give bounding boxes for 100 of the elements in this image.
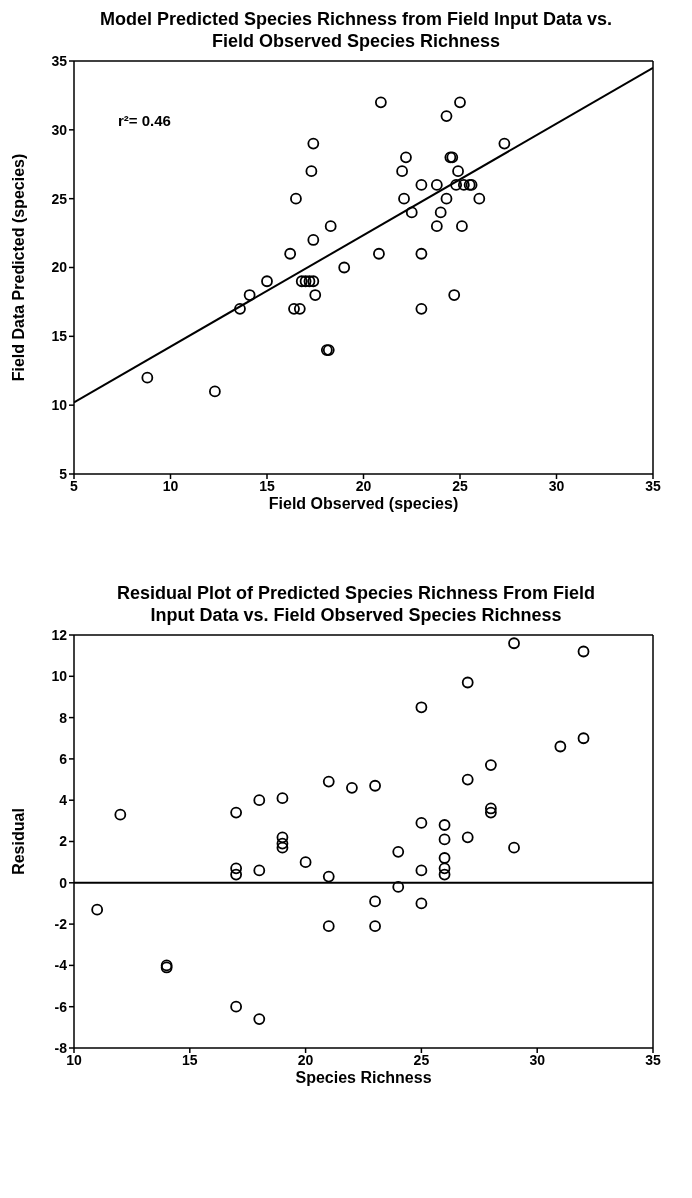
- point: [322, 870, 335, 883]
- point: [299, 856, 312, 869]
- annotation: r²= 0.46: [118, 112, 171, 129]
- point: [141, 371, 154, 384]
- x-tick-label: 5: [70, 477, 79, 494]
- point: [91, 903, 104, 916]
- point: [299, 275, 312, 288]
- point: [307, 137, 320, 150]
- point: [440, 192, 453, 205]
- point: [456, 220, 468, 233]
- point: [508, 637, 520, 650]
- point: [438, 852, 451, 864]
- point: [230, 806, 243, 819]
- point: [415, 302, 428, 315]
- y-axis-title: Field Data Predicted (species): [9, 153, 27, 382]
- point: [369, 895, 381, 908]
- point: [434, 206, 447, 219]
- x-tick-label: 25: [413, 1051, 430, 1068]
- point: [230, 862, 243, 875]
- point: [369, 920, 381, 933]
- point: [276, 841, 289, 854]
- y-tick-label: 15: [51, 328, 68, 345]
- x-tick-label: 10: [162, 477, 179, 494]
- point: [295, 275, 308, 288]
- x-axis-title: Field Observed (species): [268, 495, 459, 513]
- point: [303, 275, 316, 288]
- point: [392, 881, 405, 893]
- point: [454, 96, 466, 109]
- chart-title: Model Predicted Species Richness from Field Input Data vs. Field Observed Species Richness: [98, 8, 614, 52]
- point: [373, 247, 385, 260]
- point: [438, 833, 451, 846]
- point: [396, 165, 408, 178]
- point: [438, 862, 451, 875]
- point: [374, 96, 387, 109]
- point: [307, 275, 320, 288]
- y-tick-label: 2: [59, 833, 68, 850]
- y-tick-label: -4: [54, 957, 68, 974]
- y-tick-label: 20: [51, 259, 68, 276]
- point: [253, 794, 266, 807]
- point: [484, 759, 497, 771]
- y-tick-label: 35: [51, 52, 68, 69]
- point: [322, 775, 335, 788]
- point: [508, 841, 520, 854]
- point: [230, 868, 243, 881]
- point: [415, 897, 428, 910]
- point: [253, 1013, 266, 1025]
- y-tick-label: -2: [54, 916, 68, 933]
- chart-title: Residual Plot of Predicted Species Richness From Field Input Data vs. Field Observed Species Richness: [115, 582, 597, 626]
- y-tick-label: 0: [59, 874, 68, 891]
- point: [484, 806, 497, 819]
- point: [338, 261, 351, 274]
- point: [276, 831, 289, 844]
- point: [554, 740, 567, 753]
- x-tick-label: 20: [355, 477, 372, 494]
- point: [450, 179, 463, 191]
- point: [577, 732, 590, 745]
- point: [307, 234, 320, 246]
- point: [405, 206, 418, 219]
- point: [230, 1000, 243, 1013]
- x-tick-label: 30: [548, 477, 565, 494]
- point: [461, 831, 474, 844]
- point: [430, 220, 443, 233]
- point: [577, 645, 590, 658]
- x-tick-label: 25: [452, 477, 468, 494]
- point: [438, 868, 451, 881]
- point: [322, 920, 335, 933]
- point: [369, 779, 381, 792]
- point: [415, 864, 428, 877]
- y-tick-label: 4: [59, 792, 68, 809]
- point: [305, 165, 318, 178]
- point: [392, 845, 405, 858]
- point: [438, 819, 451, 831]
- point: [430, 179, 443, 191]
- point: [452, 165, 464, 178]
- point: [309, 289, 322, 301]
- y-tick-label: 25: [51, 190, 68, 207]
- point: [276, 837, 289, 850]
- y-tick-label: 10: [51, 397, 68, 414]
- point: [415, 179, 428, 191]
- point: [208, 385, 221, 398]
- point: [346, 781, 358, 794]
- y-tick-label: 8: [59, 709, 68, 726]
- point: [398, 192, 410, 205]
- point: [234, 302, 246, 315]
- y-tick-label: 30: [51, 121, 68, 138]
- x-tick-label: 15: [259, 477, 275, 494]
- y-axis-title: Residual: [9, 808, 27, 875]
- y-tick-label: 10: [51, 668, 68, 685]
- point: [288, 302, 300, 315]
- point: [461, 676, 474, 689]
- point: [415, 817, 428, 829]
- point: [114, 808, 127, 821]
- point: [440, 110, 453, 122]
- x-tick-label: 30: [529, 1051, 546, 1068]
- point: [457, 179, 470, 191]
- point: [461, 773, 474, 786]
- point: [498, 137, 511, 150]
- point: [415, 701, 428, 714]
- point: [448, 289, 461, 301]
- point: [261, 275, 273, 288]
